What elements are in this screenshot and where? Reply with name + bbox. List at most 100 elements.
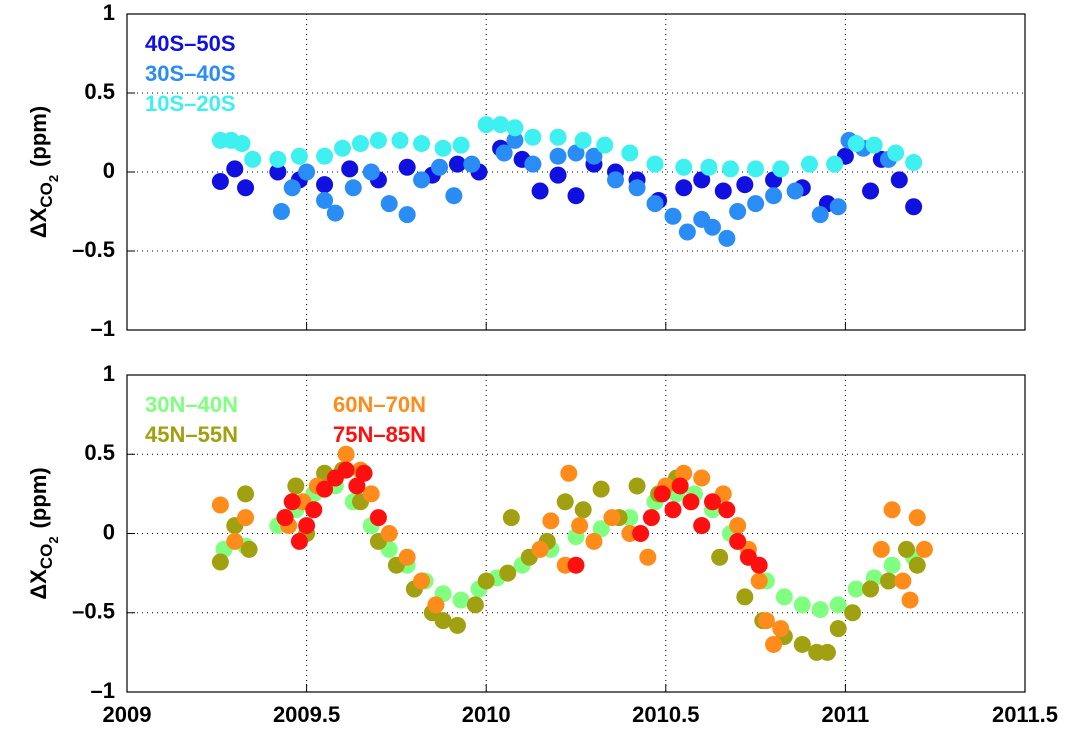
data-point	[452, 591, 470, 609]
data-point	[326, 204, 344, 222]
data-point	[592, 480, 610, 498]
data-point	[362, 163, 380, 181]
data-point	[607, 171, 625, 189]
x-tick-label: 2010	[462, 702, 511, 727]
data-point	[897, 540, 915, 558]
data-point	[427, 596, 445, 614]
data-point	[596, 136, 614, 154]
data-point	[700, 158, 718, 176]
data-point	[693, 517, 711, 535]
data-point	[829, 596, 847, 614]
data-point	[463, 155, 481, 173]
data-point	[664, 501, 682, 519]
data-point	[890, 171, 908, 189]
data-point	[211, 553, 229, 571]
data-point	[542, 512, 560, 530]
data-point	[448, 155, 466, 173]
data-point	[901, 591, 919, 609]
data-point	[747, 195, 765, 213]
data-point	[826, 155, 844, 173]
data-point	[772, 160, 790, 178]
y-label-main: ΔX	[26, 207, 51, 238]
y-tick-label: –1	[91, 678, 115, 703]
y-tick-label: 1	[103, 0, 115, 25]
data-point	[413, 135, 431, 153]
data-point	[747, 160, 765, 178]
legend-entry: 10S–20S	[145, 91, 236, 116]
data-point	[703, 493, 721, 511]
data-point	[334, 139, 352, 157]
y-label-sub: CO	[37, 182, 56, 208]
y-label-units: (ppm)	[26, 106, 51, 167]
legend-entry: 75N–85N	[333, 422, 426, 447]
data-point	[621, 144, 639, 162]
data-point	[646, 195, 664, 213]
data-point	[531, 182, 549, 200]
data-point	[639, 548, 657, 566]
data-point	[865, 136, 883, 154]
data-point	[671, 477, 689, 495]
data-point	[495, 144, 513, 162]
data-point	[750, 556, 768, 574]
data-point	[434, 612, 452, 630]
data-point	[477, 116, 495, 134]
data-point	[714, 182, 732, 200]
data-point	[502, 509, 520, 527]
data-point	[574, 131, 592, 149]
data-point	[800, 155, 818, 173]
data-point	[391, 131, 409, 149]
data-point	[628, 179, 646, 197]
subplot: –1 –0.5 0 0.5 1 ΔXCO2 (ppm) 40S–50S 30S–40S 10S–2…	[26, 0, 1026, 341]
data-point	[316, 147, 334, 165]
data-point	[556, 493, 574, 511]
data-point	[567, 556, 585, 574]
data-point	[283, 493, 301, 511]
data-point	[844, 604, 862, 622]
y-label-subsub: 2	[46, 175, 61, 182]
data-point	[348, 477, 366, 495]
data-point	[736, 588, 754, 606]
y-tick-label: 0.5	[84, 440, 115, 465]
data-point	[434, 139, 452, 157]
data-point	[290, 532, 308, 550]
legend-entry: 60N–70N	[333, 392, 426, 417]
legend-entry: 30N–40N	[145, 392, 238, 417]
data-point	[603, 509, 621, 527]
data-point	[237, 485, 255, 503]
data-point	[351, 135, 369, 153]
data-point	[233, 135, 251, 153]
legend-entry: 45N–55N	[145, 422, 238, 447]
data-point	[269, 163, 287, 181]
data-point	[269, 150, 287, 168]
data-point	[290, 147, 308, 165]
y-label-units: (ppm)	[26, 467, 51, 528]
data-point	[413, 572, 431, 590]
data-point	[560, 464, 578, 482]
data-point	[226, 160, 244, 178]
data-point	[711, 548, 729, 566]
data-point	[237, 179, 255, 197]
data-point	[445, 187, 463, 205]
data-point	[531, 540, 549, 558]
data-point	[549, 166, 567, 184]
y-tick-label: 0.5	[84, 79, 115, 104]
data-point	[466, 596, 484, 614]
data-point	[646, 155, 664, 173]
data-point	[682, 493, 700, 511]
data-point	[413, 171, 431, 189]
data-point	[721, 160, 739, 178]
data-point	[298, 517, 316, 535]
data-point	[829, 620, 847, 638]
x-tick-label: 2010.5	[632, 702, 699, 727]
data-point	[452, 136, 470, 154]
data-point	[571, 517, 589, 535]
data-point	[272, 203, 290, 220]
data-point	[549, 128, 567, 146]
plot-frame	[126, 374, 1026, 693]
data-point	[675, 179, 693, 197]
data-point	[675, 158, 693, 176]
data-point	[398, 548, 416, 566]
data-point	[829, 198, 847, 216]
y-label-sub: CO	[37, 544, 56, 570]
y-tick-label: –1	[91, 316, 115, 341]
